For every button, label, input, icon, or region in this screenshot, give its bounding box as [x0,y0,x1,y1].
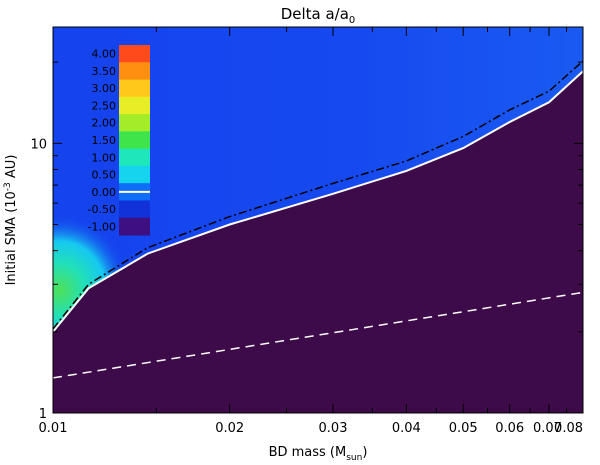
x-tick-label: 0.02 [215,421,244,436]
colorbar-label: 0.00 [92,186,117,199]
colorbar-label: 4.00 [92,48,117,61]
y-axis-label: Initial SMA (10-3 AU) [3,155,19,286]
dashdot-line [53,60,583,330]
plot-area [53,27,583,413]
colorbar-label: 1.00 [92,151,117,164]
colorbar-label: 1.50 [92,134,117,147]
colorbar-swatch [119,217,150,236]
x-tick-label: 0.01 [39,421,68,436]
colorbar-label: 3.00 [92,82,117,95]
colorbar-swatch [119,165,150,184]
x-tick-label: 0.08 [554,421,583,436]
colorbar-label: 2.50 [92,99,117,112]
colorbar-label: 0.50 [92,169,117,182]
x-tick-labels: 0.01 0.02 0.03 0.04 0.05 0.06 0.070.08 [39,421,583,436]
colorbar-swatch [119,79,150,98]
colorbar: 4.00 3.50 3.00 2.50 2.00 1.50 1.00 0.50 0.00 -0.5… [88,45,150,236]
colorbar-swatch [119,200,150,219]
colorbar-label: -1.00 [88,220,116,233]
chart-title: Delta a/a0 [281,5,356,26]
x-tick-label: 0.03 [319,421,348,436]
colorbar-swatch [119,45,150,63]
unstable-region [53,71,583,413]
x-tick-label: 0.06 [495,421,524,436]
plot-frame [52,26,584,414]
colorbar-swatch [119,131,150,150]
y-tick-labels: 1 10 [30,137,47,422]
y-tick-label: 10 [30,137,47,152]
colorbar-swatch [119,114,150,132]
colorbar-label: 2.00 [92,117,117,130]
colorbar-swatch [119,148,150,167]
colorbar-label: -0.50 [88,203,116,216]
axis-ticks [52,27,584,414]
boundary-line [53,70,583,333]
x-tick-label: 0.04 [392,421,421,436]
x-tick-label: 0.07 [533,421,562,436]
colorbar-label: 3.50 [92,65,117,78]
x-axis-label: BD mass (Msun) [269,445,368,463]
y-tick-label: 1 [39,407,47,422]
colorbar-swatch [119,62,150,81]
x-tick-label: 0.05 [449,421,478,436]
colorbar-swatch [119,96,150,115]
